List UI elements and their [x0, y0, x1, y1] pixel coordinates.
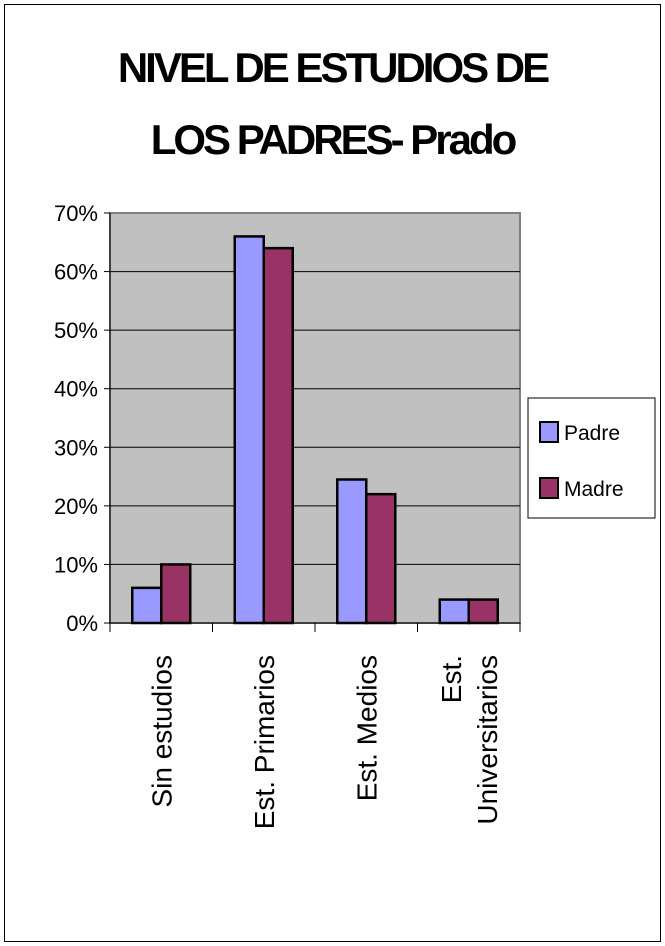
y-tick-label: 40%: [54, 377, 98, 402]
legend-label-padre: Padre: [564, 422, 620, 445]
bar-padre: [336, 478, 368, 625]
y-tick-label: 60%: [54, 260, 98, 285]
plot-area: [109, 212, 521, 624]
x-category-label: Est.: [436, 655, 467, 703]
x-category-label: Est. Medios: [351, 655, 382, 801]
y-tick-label: 50%: [54, 318, 98, 343]
x-category-label: Universitarios: [472, 655, 503, 825]
x-category-label: Sin estudios: [146, 655, 177, 808]
bar-madre: [262, 246, 294, 625]
bar-padre: [233, 235, 265, 625]
legend-swatch-padre: [539, 421, 559, 443]
y-tick-label: 70%: [54, 201, 98, 226]
chart-title-line-1: NIVEL DE ESTUDIOS DE: [117, 44, 550, 91]
chart-title-line-2: LOS PADRES- Prado: [150, 116, 518, 163]
bar-padre: [438, 598, 470, 625]
legend-swatch-madre: [539, 477, 559, 499]
bar-madre: [160, 563, 192, 625]
y-tick-label: 0%: [66, 611, 98, 636]
chart-title: NIVEL DE ESTUDIOS DE LOS PADRES- Prado: [0, 32, 665, 176]
bar-padre: [131, 586, 163, 625]
x-category-label: Est. Primarios: [249, 655, 280, 829]
y-tick-label: 20%: [54, 494, 98, 519]
y-tick-label: 10%: [54, 552, 98, 577]
legend-label-madre: Madre: [564, 478, 624, 501]
y-tick-label: 30%: [54, 435, 98, 460]
bar-madre: [365, 492, 397, 625]
bar-madre: [467, 598, 499, 625]
